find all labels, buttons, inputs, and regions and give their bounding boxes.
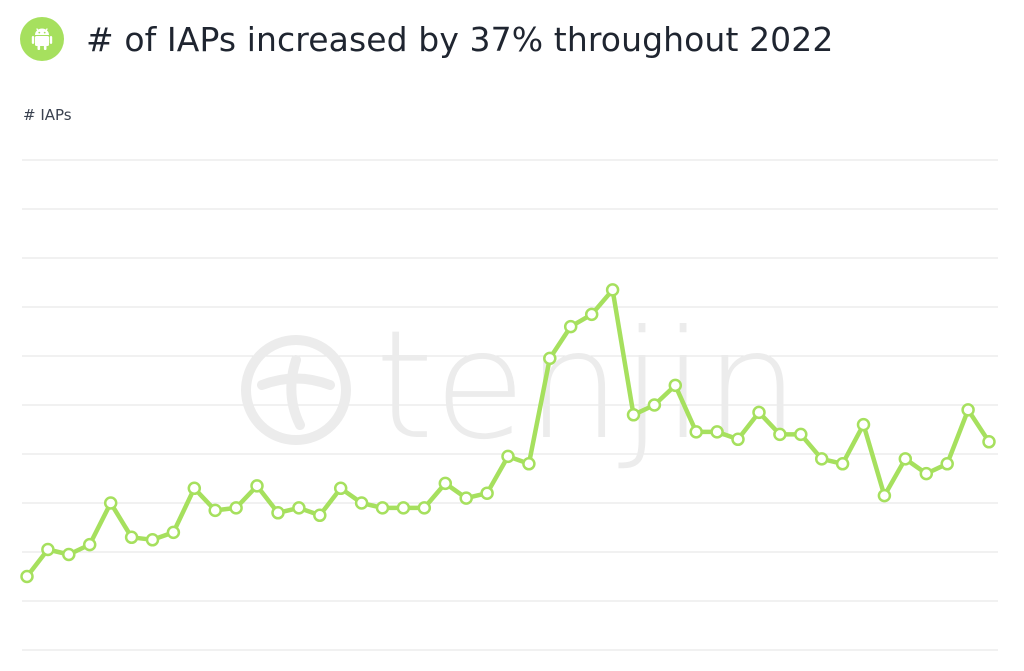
data-point[interactable] <box>103 496 118 510</box>
data-point[interactable] <box>229 501 243 515</box>
data-point[interactable] <box>438 476 453 491</box>
data-point[interactable] <box>82 537 97 552</box>
data-point[interactable] <box>584 307 599 322</box>
data-points <box>20 283 996 584</box>
data-point[interactable] <box>982 435 996 449</box>
data-point[interactable] <box>563 319 578 334</box>
data-point[interactable] <box>20 569 34 584</box>
android-icon <box>31 28 53 50</box>
data-point[interactable] <box>940 457 954 471</box>
y-axis-label: # IAPs <box>23 106 72 124</box>
data-point[interactable] <box>919 466 934 481</box>
android-badge <box>20 17 64 61</box>
data-point[interactable] <box>208 503 222 518</box>
data-point[interactable] <box>626 408 641 422</box>
data-point[interactable] <box>898 452 913 466</box>
data-point[interactable] <box>647 398 662 412</box>
data-point[interactable] <box>877 488 892 503</box>
data-point[interactable] <box>292 501 306 515</box>
chart-title: # of IAPs increased by 37% throughout 20… <box>86 19 834 59</box>
data-point[interactable] <box>543 351 557 366</box>
chart-header: # of IAPs increased by 37% throughout 20… <box>20 14 833 64</box>
data-point[interactable] <box>522 457 536 471</box>
data-point[interactable] <box>710 425 724 439</box>
data-point[interactable] <box>480 486 494 500</box>
data-point[interactable] <box>62 547 76 562</box>
data-point[interactable] <box>752 405 766 420</box>
data-point[interactable] <box>794 427 808 442</box>
data-point[interactable] <box>145 533 160 547</box>
watermark-text: tenjin <box>375 299 800 473</box>
data-point[interactable] <box>41 542 55 557</box>
data-point[interactable] <box>417 501 432 515</box>
tenjin-watermark: tenjin <box>241 299 800 473</box>
data-point[interactable] <box>333 481 348 496</box>
data-point[interactable] <box>814 452 829 466</box>
data-point[interactable] <box>354 496 369 510</box>
data-point[interactable] <box>773 427 787 442</box>
data-point[interactable] <box>835 457 850 471</box>
data-point[interactable] <box>731 432 745 447</box>
data-point[interactable] <box>313 508 327 523</box>
data-point[interactable] <box>375 501 390 515</box>
data-point[interactable] <box>501 449 515 464</box>
data-point[interactable] <box>856 417 871 432</box>
data-point[interactable] <box>124 530 139 545</box>
data-point[interactable] <box>271 506 285 520</box>
data-point[interactable] <box>187 481 202 496</box>
data-point[interactable] <box>166 525 181 540</box>
data-point[interactable] <box>605 283 620 297</box>
data-point[interactable] <box>250 479 264 493</box>
data-point[interactable] <box>961 403 975 417</box>
data-point[interactable] <box>459 491 473 505</box>
data-point[interactable] <box>689 425 703 439</box>
data-point[interactable] <box>668 378 683 393</box>
data-point[interactable] <box>396 501 411 515</box>
